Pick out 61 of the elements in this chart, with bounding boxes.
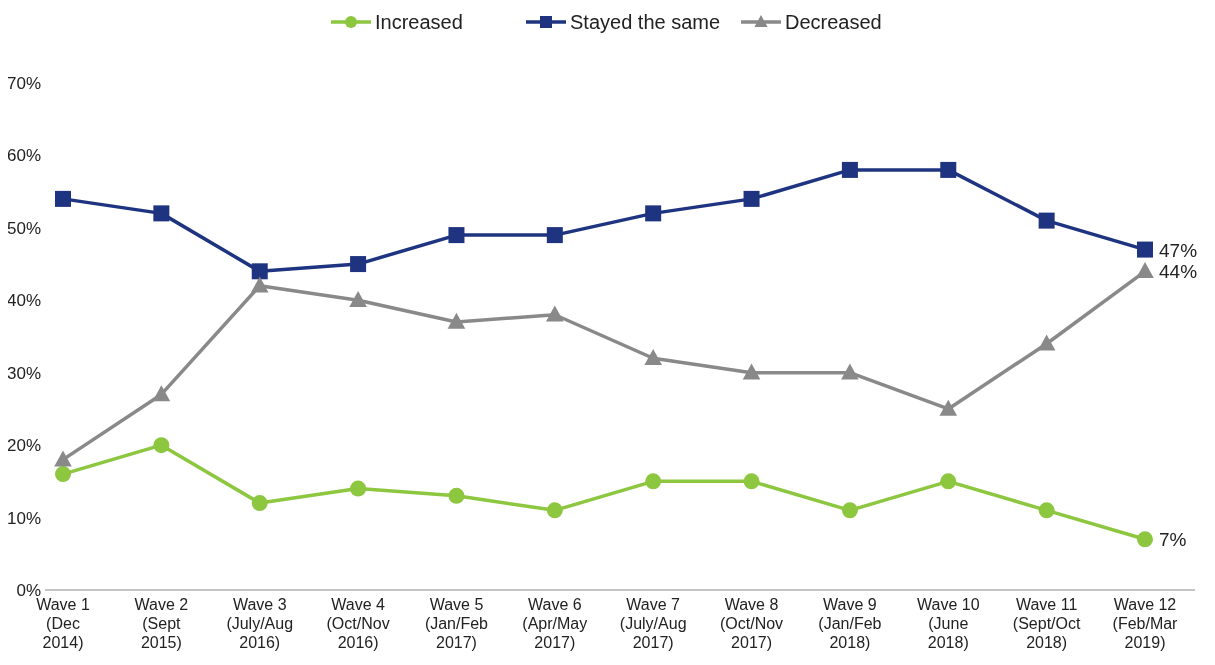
point <box>939 399 958 416</box>
point <box>742 363 761 380</box>
point <box>350 256 367 273</box>
y-tick-label: 10% <box>6 508 41 528</box>
point <box>546 227 563 244</box>
point <box>1136 262 1154 279</box>
x-tick-label: Wave 1 (Dec 2014) <box>36 596 90 651</box>
x-tick-label: Wave 6 (Apr/May 2017) <box>522 596 588 651</box>
point <box>350 480 367 497</box>
point <box>645 205 662 222</box>
point <box>841 363 859 380</box>
point <box>251 495 268 512</box>
x-tick-label: Wave 8 (Oct/Nov 2017) <box>719 596 784 651</box>
point <box>1037 334 1056 351</box>
x-tick-label: Wave 5 (Jan/Feb 2017) <box>424 596 489 651</box>
point <box>546 305 564 322</box>
point <box>448 487 465 504</box>
x-tick-label: Wave 3 (July/Aug 2016) <box>226 596 294 651</box>
point <box>1038 212 1055 229</box>
point <box>1137 241 1153 258</box>
y-tick-label: 50% <box>6 218 41 238</box>
y-tick-label: 30% <box>6 363 41 383</box>
point <box>153 205 170 222</box>
x-tick-label: Wave 10 (June 2018) <box>917 596 980 651</box>
x-tick-label: Wave 2 (Sept 2015) <box>134 596 189 651</box>
point <box>251 263 268 280</box>
point <box>940 473 957 490</box>
y-tick-label: 20% <box>6 436 41 456</box>
x-tick-label: Wave 4 (Oct/Nov 2016) <box>326 596 390 651</box>
point <box>1137 531 1153 548</box>
point <box>152 385 171 402</box>
point <box>349 291 367 308</box>
legend-label: Stayed the same <box>570 11 721 33</box>
point <box>546 502 563 519</box>
point <box>153 437 170 454</box>
x-tick-label: Wave 9 (Jan/Feb 2018) <box>818 596 882 651</box>
point <box>940 161 957 178</box>
x-tick-label: Wave 7 (July/Aug 2017) <box>619 596 687 651</box>
point <box>448 227 465 244</box>
legend-label: Decreased <box>785 11 882 33</box>
y-tick-label: 60% <box>6 146 41 166</box>
data-label: 47% <box>1159 239 1198 261</box>
point <box>743 473 760 490</box>
point <box>55 466 71 483</box>
x-tick-label: Wave 11 (Sept/Oct 2018) <box>1012 596 1081 651</box>
point <box>743 190 760 207</box>
point <box>645 473 662 490</box>
data-label: 7% <box>1159 529 1187 551</box>
point <box>447 312 466 329</box>
point <box>250 276 269 293</box>
legend-label: Increased <box>375 11 463 33</box>
point <box>841 161 858 178</box>
x-tick-label: Wave 12 (Feb/Mar 2019) <box>1112 596 1179 651</box>
point <box>644 349 662 366</box>
point <box>55 190 71 207</box>
y-tick-label: 40% <box>6 291 41 311</box>
point <box>1038 502 1055 519</box>
y-tick-label: 70% <box>6 74 41 93</box>
point <box>841 502 858 519</box>
data-label: 44% <box>1159 261 1198 283</box>
point <box>54 450 72 467</box>
